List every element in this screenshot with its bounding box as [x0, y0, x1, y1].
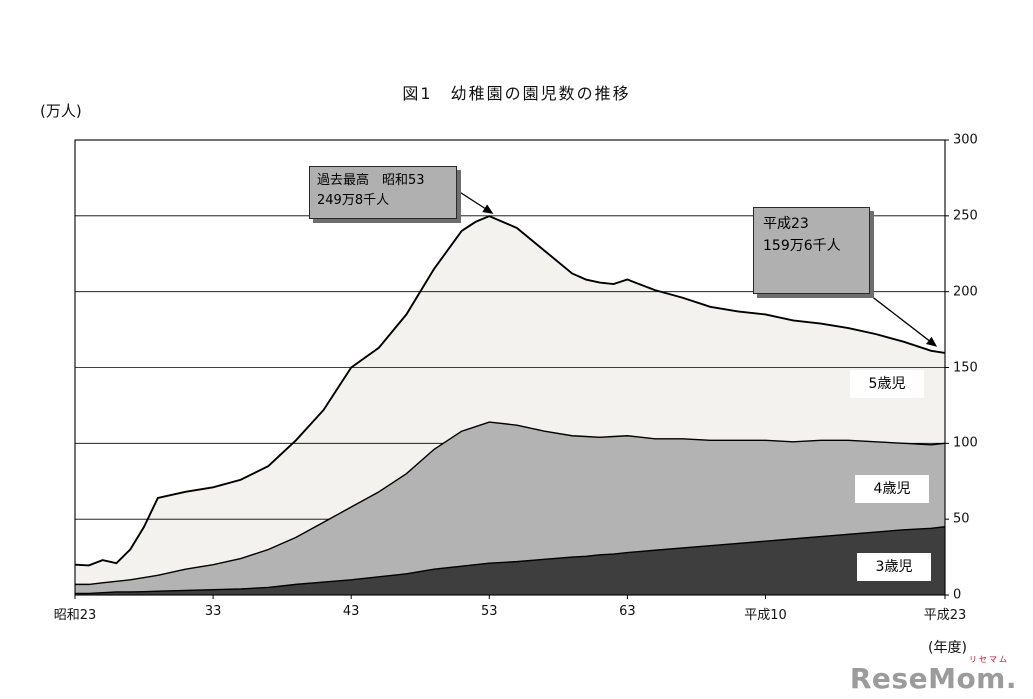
series-label-age3: 3歳児	[857, 553, 931, 581]
series-label-age5: 5歳児	[850, 370, 924, 398]
annotation-latest-line1: 平成23	[763, 216, 809, 232]
series-label-age4: 4歳児	[855, 475, 929, 503]
x-tick-label: 33	[204, 604, 222, 619]
annotation-peak-callout: 過去最高 昭和53 249万8千人	[309, 166, 457, 219]
x-tick-label: 43	[342, 604, 360, 619]
resemom-watermark: リセマム ReseMom.	[850, 656, 1017, 693]
watermark-logo-word: ReseMom	[849, 662, 1006, 695]
annotation-peak-line2: 249万8千人	[317, 193, 390, 209]
y-tick-label: 200	[953, 284, 978, 300]
annotation-peak-line1: 過去最高 昭和53	[317, 173, 425, 188]
y-tick-label: 0	[953, 587, 962, 603]
annotation-latest-line2: 159万6千人	[763, 237, 841, 254]
chart-title: 図1 幼稚園の園児数の推移	[402, 84, 631, 103]
x-tick-label: 昭和23	[53, 608, 97, 623]
watermark-logo-dot: .	[1005, 662, 1017, 695]
x-axis-unit-label: (年度)	[928, 640, 967, 656]
x-axis-tick-labels: 昭和23 33 43 53 63 平成10 平成23	[0, 604, 1033, 624]
x-tick-label: 53	[481, 604, 498, 619]
annotation-latest-callout: 平成23 159万6千人	[753, 207, 870, 294]
watermark-logo-text: ReseMom.	[850, 662, 1017, 695]
x-tick-label: 平成10	[744, 608, 787, 623]
x-tick-label: 63	[619, 604, 636, 619]
y-axis-tick-labels: 0 50 100 150 200 250 300	[953, 0, 998, 699]
watermark-ruby-text: リセマム	[969, 655, 1009, 664]
y-axis-unit-label: (万人)	[40, 102, 82, 120]
y-tick-label: 300	[953, 132, 978, 148]
x-tick-label: 平成23	[923, 608, 967, 623]
y-tick-label: 100	[953, 435, 978, 451]
y-tick-label: 50	[953, 511, 970, 527]
y-tick-label: 150	[953, 360, 978, 375]
y-tick-label: 250	[953, 208, 978, 224]
